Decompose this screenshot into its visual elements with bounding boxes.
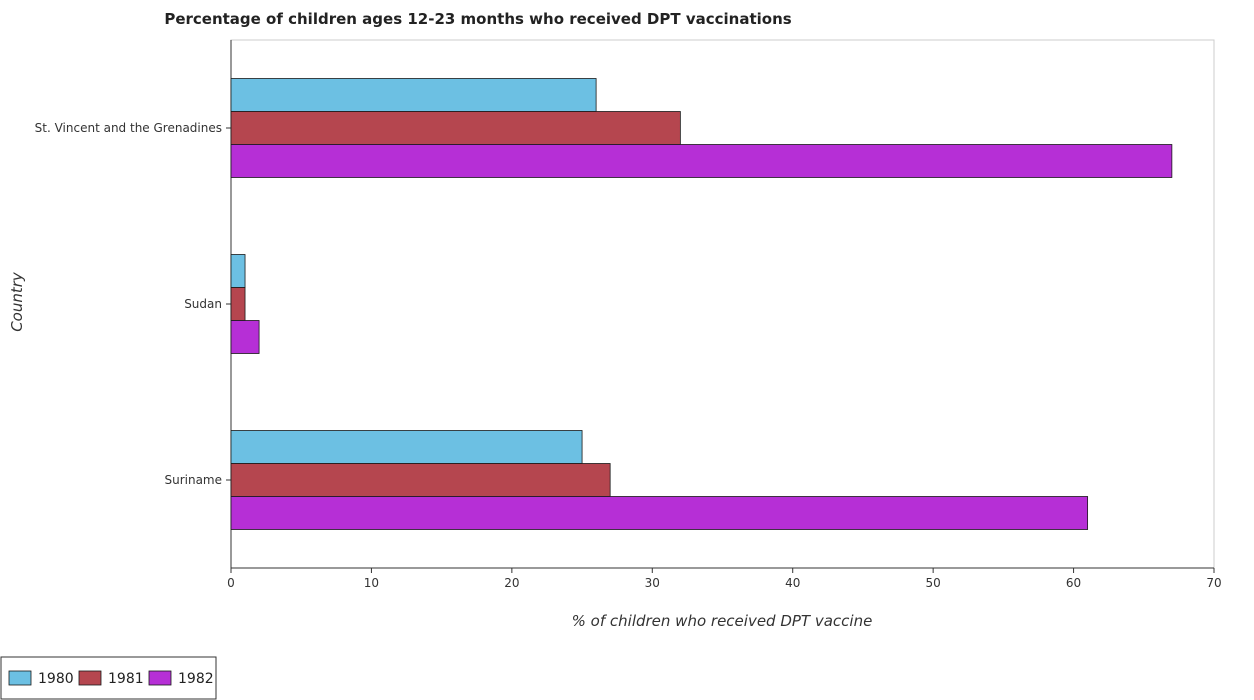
plot-area: 0 10 20 30 40 50 60 70 St. Vincent and the Grena… (35, 39, 1222, 590)
legend-swatch-1980 (8, 670, 32, 686)
legend-label-1981: 1981 (108, 671, 144, 687)
legend-label-1982: 1982 (178, 671, 214, 687)
x-tick-label: 20 (504, 576, 519, 590)
x-tick-label: 50 (926, 576, 941, 590)
chart-title: Percentage of children ages 12-23 months… (164, 10, 791, 28)
legend-label-1980: 1980 (38, 671, 74, 687)
legend: 1980 1981 1982 (0, 656, 217, 700)
legend-box (0, 656, 217, 700)
bar-1981 (230, 287, 246, 321)
y-tick-label: Suriname (164, 473, 222, 487)
bar-1982 (230, 320, 260, 354)
x-tick-label: 0 (227, 576, 235, 590)
x-tick-label: 70 (1206, 576, 1221, 590)
x-tick-label: 60 (1066, 576, 1081, 590)
bar-1980 (230, 78, 597, 112)
y-tick-label: Sudan (184, 297, 222, 311)
bar-1982 (230, 496, 1089, 530)
x-tick-label: 40 (785, 576, 800, 590)
bar-1981 (230, 111, 681, 145)
bar-1982 (230, 144, 1173, 178)
x-axis-label: % of children who received DPT vaccine (572, 612, 873, 630)
x-tick-label: 30 (645, 576, 660, 590)
y-axis-label: Country (8, 271, 26, 332)
x-tick-label: 10 (364, 576, 379, 590)
bar-1981 (230, 463, 611, 497)
legend-swatch-1981 (78, 670, 102, 686)
bar-1980 (230, 430, 583, 464)
y-tick-label: St. Vincent and the Grenadines (35, 121, 222, 135)
legend-swatch-1982 (148, 670, 172, 686)
bar-1980 (230, 254, 246, 288)
